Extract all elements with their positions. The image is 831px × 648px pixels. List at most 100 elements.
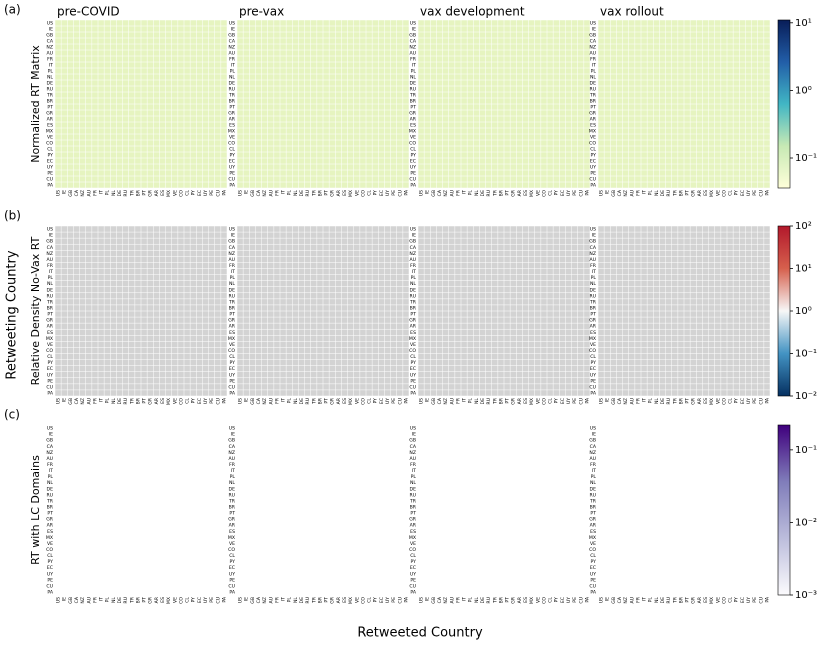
y-tick-label: AU [589,257,596,263]
x-tick-label: MX [166,190,172,197]
y-tick-label: EC [590,159,596,165]
y-tick-label: PA [410,589,416,595]
x-tick-label: EC [379,398,385,404]
x-tick-label: CO [541,190,547,197]
y-axis-label: Retweeting Country [5,250,20,379]
y-tick-label: FR [47,462,54,468]
x-tick-label: AR [154,397,160,404]
y-tick-label: PY [411,360,417,366]
y-tick-label: CA [229,39,236,45]
y-tick-label: DE [47,486,54,492]
y-tick-label: ES [410,330,416,336]
x-tick-label: AU [268,190,274,197]
x-tick-label: GR [148,596,154,604]
y-tick-label: CO [46,348,53,354]
row-title: Relative Density No-Vax RT [29,236,42,385]
column-title: pre-vax [239,5,284,19]
y-tick-label: BR [410,99,417,105]
x-tick-label: PY [734,597,740,603]
x-tick-label: RU [123,398,129,405]
y-tick-label: US [229,426,235,432]
x-tick-label: BR [498,189,504,196]
x-tick-label: PT [324,398,330,404]
y-tick-label: CO [589,547,596,553]
y-tick-label: BR [590,99,597,105]
x-tick-label: IE [244,597,250,601]
y-tick-label: MX [46,535,53,541]
y-tick-label: FR [410,462,417,468]
x-tick-label: GR [330,596,336,604]
x-tick-label: IT [642,597,648,601]
y-tick-label: DE [47,81,54,87]
y-tick-label: GB [228,438,235,444]
x-tick-label: PA [584,189,590,195]
x-tick-label: PL [287,597,293,603]
y-tick-label: AU [228,257,235,263]
x-tick-label: FR [455,189,461,196]
x-tick-label: BR [498,397,504,404]
x-tick-label: IE [425,597,431,601]
x-tick-label: TR [311,189,317,197]
x-tick-label: VE [172,190,178,196]
y-tick-label: UY [47,165,53,171]
panel-label: (c) [4,408,20,422]
x-tick-label: MX [709,597,715,604]
x-tick-label: NL [474,398,480,404]
x-tick-label: BR [678,596,684,603]
y-tick-label: US [229,227,235,233]
x-tick-label: EC [740,597,746,603]
y-tick-label: PA [47,183,53,189]
y-tick-label: IT [231,269,235,275]
y-tick-label: AR [229,324,236,330]
x-tick-label: US [599,398,605,404]
y-tick-label: AR [410,117,417,123]
y-tick-label: CO [46,141,53,147]
y-tick-label: CA [47,39,54,45]
y-tick-label: CU [409,177,416,183]
x-tick-label: IE [605,597,611,601]
y-tick-label: GB [409,438,416,444]
y-tick-label: PY [230,559,236,565]
x-tick-label: EC [560,597,566,603]
x-tick-label: MX [166,597,172,604]
y-tick-label: PE [410,378,416,384]
y-tick-label: AU [228,456,235,462]
y-tick-label: TR [409,498,417,504]
y-tick-label: TR [46,299,54,305]
x-tick-label: MX [348,398,354,405]
x-tick-label: PE [209,190,215,196]
y-tick-label: PY [230,360,236,366]
x-tick-label: CA [256,189,262,196]
x-tick-label: FR [92,189,98,196]
x-tick-label: AU [449,398,455,405]
y-tick-label: GB [409,239,416,245]
x-tick-label: TR [129,397,135,405]
y-tick-label: TR [46,498,54,504]
x-tick-label: PY [554,597,560,603]
x-tick-label: GB [68,597,74,604]
y-tick-label: NZ [228,45,235,51]
y-tick-label: CO [228,348,235,354]
y-tick-label: IE [231,233,235,239]
x-tick-label: UY [203,190,209,196]
y-tick-label: US [590,227,596,233]
x-tick-label: DE [480,597,486,604]
column-title: vax development [420,5,525,19]
x-tick-label: RU [666,597,672,604]
y-tick-label: NZ [589,45,596,51]
x-tick-label: UY [385,190,391,196]
x-tick-label: VE [715,597,721,603]
y-tick-label: GR [589,111,597,117]
y-tick-label: IE [592,27,596,33]
y-tick-label: PE [590,577,596,583]
x-tick-label: PL [648,398,654,404]
y-tick-label: UY [229,571,235,577]
x-tick-label: CU [215,597,221,604]
x-axis-label: Retweeted Country [357,626,483,641]
y-tick-label: ES [229,330,235,336]
y-tick-label: FR [590,263,597,269]
y-tick-label: IT [49,63,53,69]
x-tick-label: PA [403,397,409,403]
panel-label: (b) [4,209,21,223]
x-tick-label: PT [142,190,148,196]
